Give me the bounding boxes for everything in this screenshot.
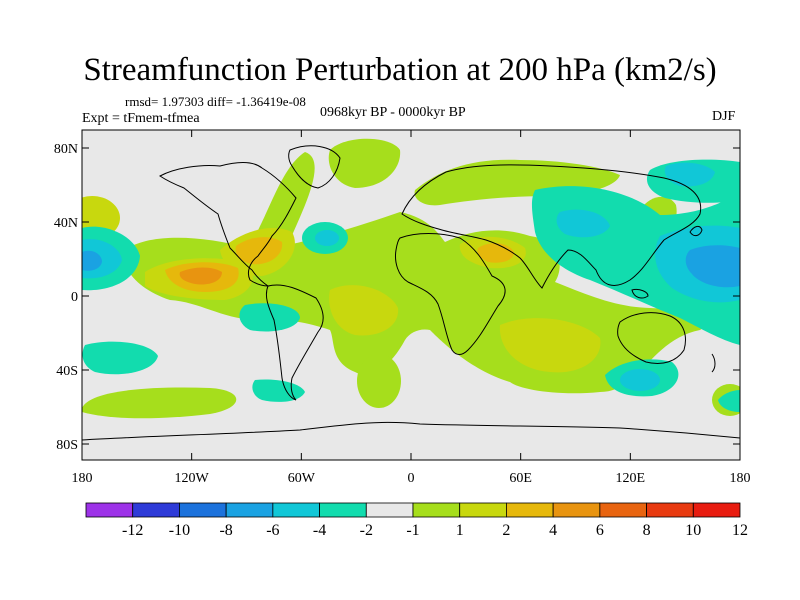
colorbar-swatch bbox=[692, 502, 741, 518]
anomaly-region bbox=[357, 354, 401, 408]
period-label: 0968kyr BP - 0000kyr BP bbox=[320, 105, 466, 120]
lon-tick-label: 60E bbox=[509, 471, 532, 486]
anomaly-region bbox=[315, 230, 339, 246]
colorbar-label: 4 bbox=[549, 522, 557, 539]
axis-tick-labels: 80N 40N 0 40S 80S 180 120W 60W 0 60E 120E 180 bbox=[54, 142, 751, 486]
colorbar-swatch bbox=[412, 502, 461, 518]
colorbar-swatch bbox=[459, 502, 507, 518]
colorbar-swatch bbox=[179, 502, 227, 518]
colorbar-swatch bbox=[506, 502, 554, 518]
anomaly-region bbox=[556, 209, 610, 238]
rmsd-label: rmsd= bbox=[125, 94, 159, 109]
lon-tick-label: 0 bbox=[408, 471, 415, 486]
colorbar-swatch bbox=[599, 502, 647, 518]
anomaly-region bbox=[664, 162, 715, 187]
anomaly-region bbox=[499, 318, 601, 373]
colorbar-label: -12 bbox=[122, 522, 143, 539]
colorbar-swatch bbox=[132, 502, 180, 518]
anomaly-region bbox=[239, 303, 300, 332]
diff-value: -1.36419e-08 bbox=[236, 94, 306, 109]
lon-tick-label: 180 bbox=[72, 471, 93, 486]
stats-line: rmsd= 1.97303 diff= -1.36419e-08 bbox=[125, 94, 306, 110]
colorbar-label: -10 bbox=[169, 522, 190, 539]
colorbar-label: 8 bbox=[643, 522, 651, 539]
colorbar-label: 1 bbox=[456, 522, 464, 539]
anomaly-region bbox=[329, 285, 399, 336]
coastline-eurasia bbox=[401, 164, 702, 289]
lat-tick-label: 80S bbox=[56, 438, 78, 453]
anomaly-region bbox=[82, 387, 237, 419]
colorbar-label: -6 bbox=[266, 522, 279, 539]
colorbar-swatch bbox=[319, 502, 367, 518]
coastline-south-america bbox=[265, 284, 324, 401]
coastline-antarctica bbox=[82, 421, 740, 441]
colorbar-labels: -12 -10 -8 -6 -4 -2 -1 1 2 4 6 8 10 12 bbox=[122, 522, 748, 539]
colorbar-swatch bbox=[552, 502, 601, 518]
rmsd-value: 1.97303 bbox=[161, 94, 204, 109]
anomaly-region bbox=[235, 237, 283, 265]
axis-ticks bbox=[81, 130, 741, 460]
colorbar-label: -1 bbox=[406, 522, 419, 539]
page-title: Streamfunction Perturbation at 200 hPa (… bbox=[83, 52, 717, 88]
anomaly-region bbox=[718, 390, 740, 412]
lon-tick-label: 180 bbox=[730, 471, 751, 486]
coastline-islands bbox=[631, 225, 716, 373]
anomaly-region bbox=[620, 369, 660, 391]
coastline-north-america bbox=[159, 162, 297, 287]
colorbar-label: 2 bbox=[502, 522, 510, 539]
anomaly-region bbox=[328, 138, 401, 188]
diff-label: diff= bbox=[207, 94, 233, 109]
coastline-africa bbox=[395, 233, 506, 355]
colorbar-swatch bbox=[646, 502, 694, 518]
anomaly-region bbox=[82, 341, 158, 375]
anomaly-region bbox=[179, 267, 222, 285]
colorbar-label: 12 bbox=[732, 522, 748, 539]
lon-tick-label: 60W bbox=[288, 471, 316, 486]
colorbar-label: -4 bbox=[313, 522, 326, 539]
lon-tick-label: 120W bbox=[175, 471, 210, 486]
anomaly-region bbox=[82, 250, 102, 271]
colorbar-label: -2 bbox=[360, 522, 373, 539]
lat-tick-label: 0 bbox=[71, 290, 78, 305]
lat-tick-label: 40S bbox=[56, 364, 78, 379]
anomaly-region bbox=[685, 245, 740, 288]
coastline-australia bbox=[617, 312, 686, 364]
coastline-greenland bbox=[288, 145, 341, 189]
lat-tick-label: 40N bbox=[54, 216, 78, 231]
lon-tick-label: 120E bbox=[616, 471, 646, 486]
anomaly-region bbox=[252, 379, 305, 402]
experiment-label: Expt = tFmem-tfmea bbox=[82, 111, 200, 126]
contour-field bbox=[82, 138, 740, 419]
colorbar bbox=[85, 502, 741, 518]
colorbar-label: -8 bbox=[219, 522, 232, 539]
colorbar-label: 6 bbox=[596, 522, 604, 539]
colorbar-swatch bbox=[365, 502, 414, 518]
lat-tick-label: 80N bbox=[54, 142, 78, 157]
colorbar-swatch bbox=[85, 502, 134, 518]
colorbar-swatch bbox=[272, 502, 320, 518]
colorbar-swatch bbox=[225, 502, 274, 518]
coastlines bbox=[82, 145, 740, 441]
season-label: DJF bbox=[712, 109, 736, 124]
colorbar-label: 10 bbox=[685, 522, 701, 539]
